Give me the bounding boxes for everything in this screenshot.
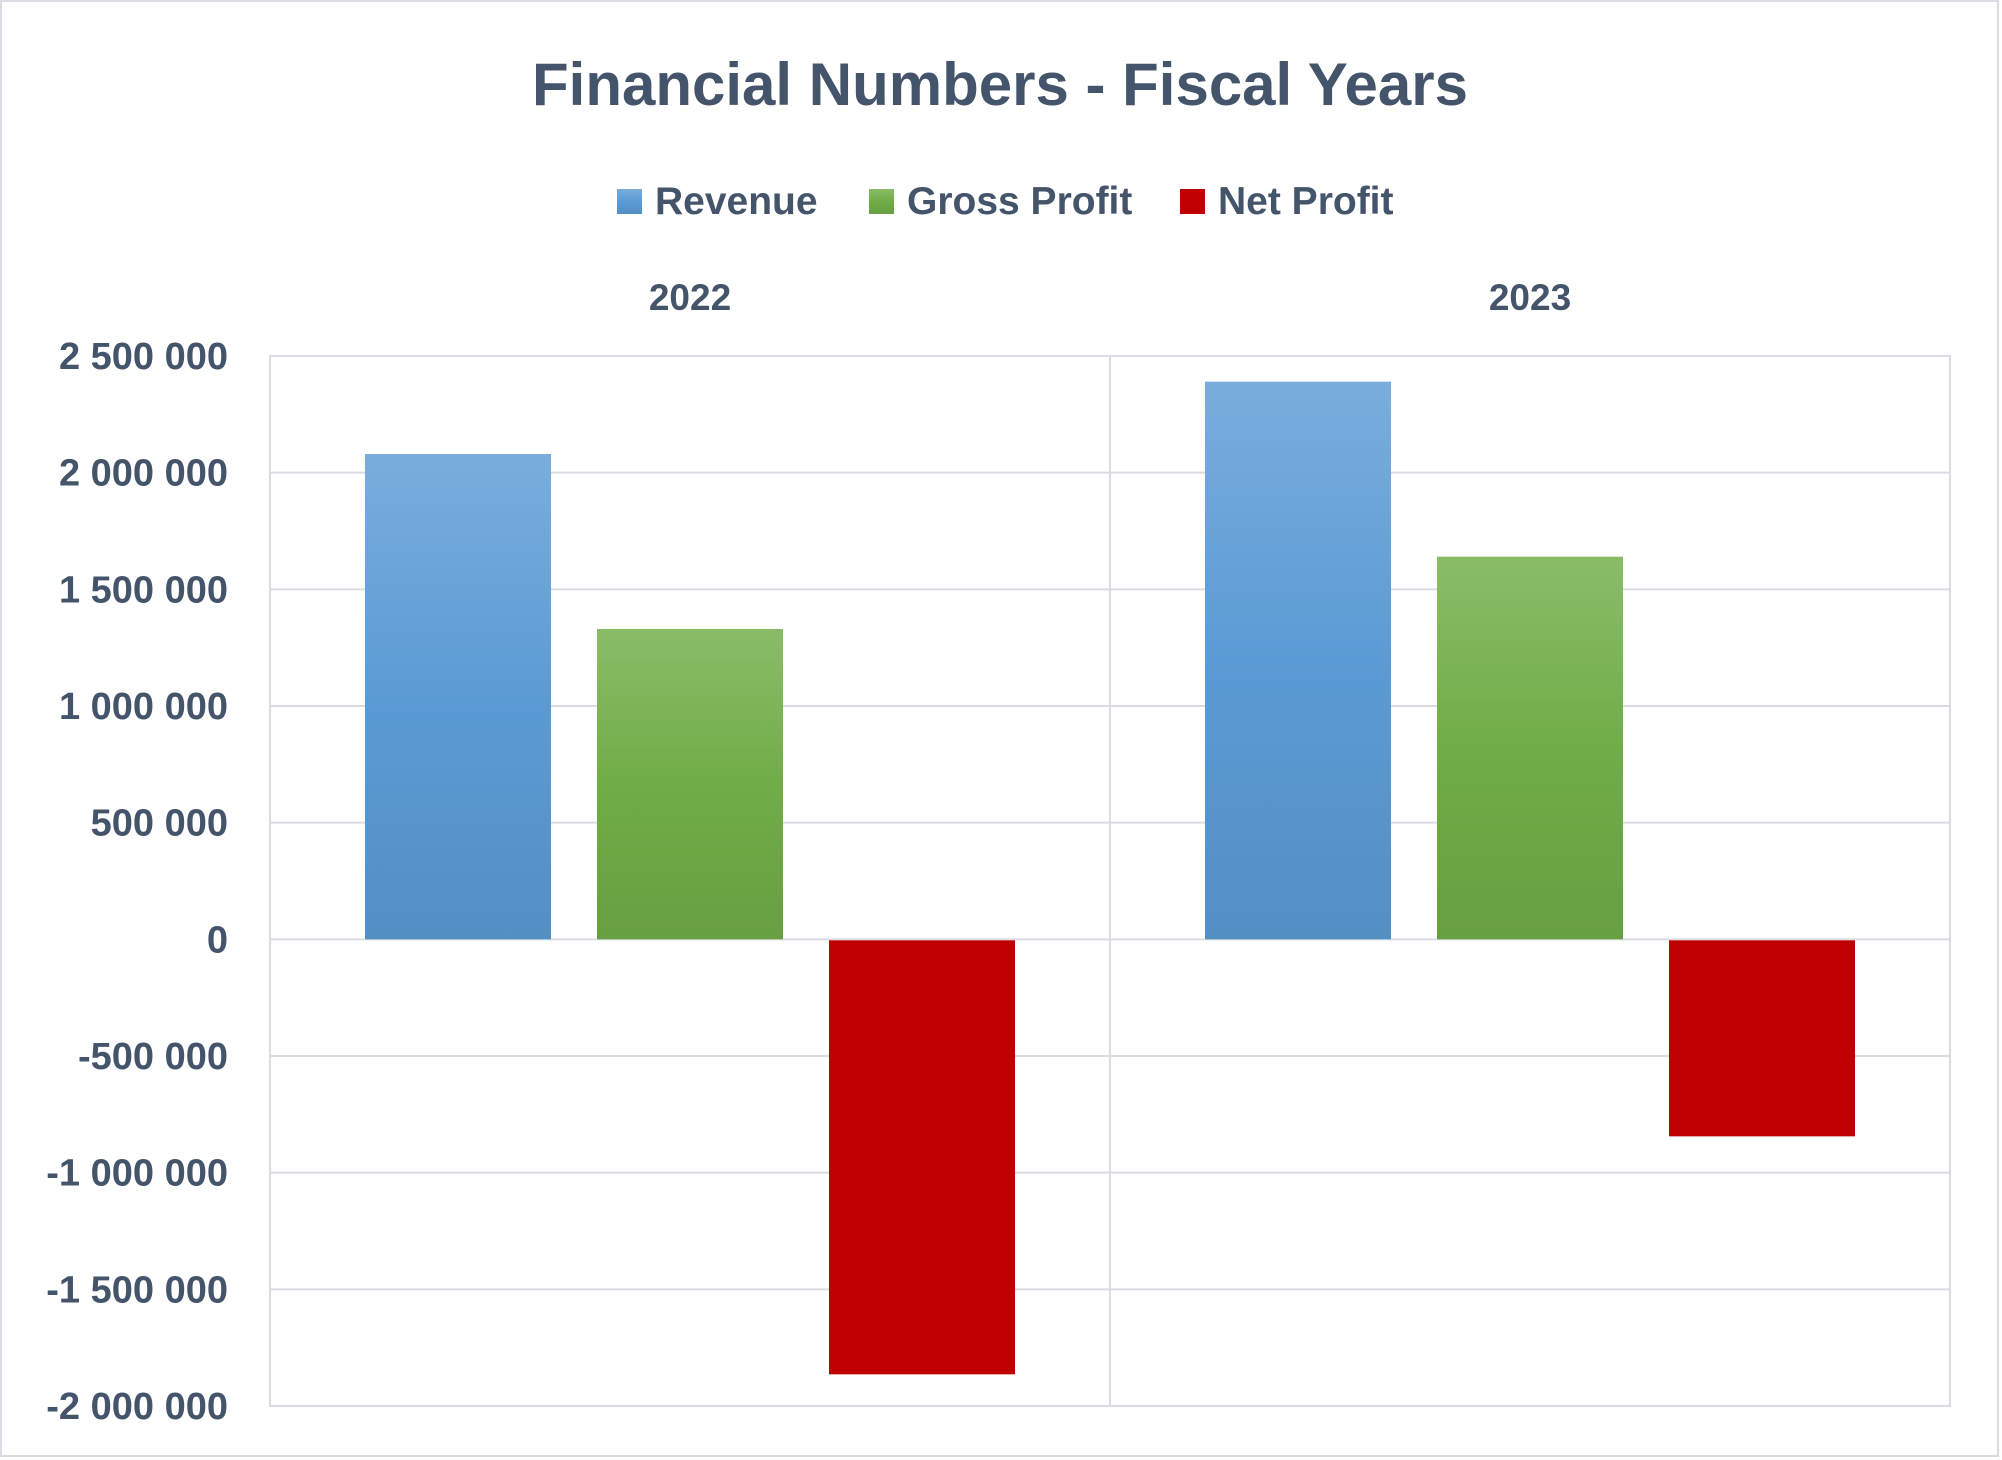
y-tick-label: -500 000: [78, 1036, 228, 1078]
category-label-2022: 2022: [649, 277, 731, 318]
legend-swatch-net-profit: [1180, 189, 1205, 214]
y-tick-label: 2 500 000: [59, 336, 228, 378]
y-tick-label: 1 500 000: [59, 569, 228, 611]
category-labels: 2022 2023: [649, 277, 1571, 318]
y-tick-label: -1 000 000: [46, 1153, 228, 1195]
legend-label-revenue: Revenue: [655, 180, 818, 223]
y-tick-label: 1 000 000: [59, 686, 228, 728]
y-tick-label: 0: [207, 919, 228, 961]
y-tick-label: 2 000 000: [59, 453, 228, 495]
plot-area: [269, 355, 1951, 1407]
bar-revenue-2022: [365, 454, 551, 940]
category-label-2023: 2023: [1489, 277, 1571, 318]
legend-swatch-gross-profit: [869, 189, 894, 214]
bar-net-profit-2023: [1669, 940, 1855, 1137]
legend-swatch-revenue: [617, 189, 642, 214]
y-tick-label: -1 500 000: [46, 1269, 228, 1311]
bar-net-profit-2022: [829, 940, 1015, 1375]
bar-gross-profit-2023: [1437, 556, 1623, 940]
y-tick-label: 500 000: [91, 803, 228, 845]
legend-label-gross-profit: Gross Profit: [907, 180, 1132, 223]
y-axis: 2 500 000 2 000 000 1 500 000 1 000 000 500 …: [46, 336, 228, 1428]
bar-gross-profit-2022: [597, 629, 783, 940]
bar-revenue-2023: [1205, 381, 1391, 940]
legend-label-net-profit: Net Profit: [1218, 180, 1394, 223]
chart-title: Financial Numbers - Fiscal Years: [532, 51, 1468, 118]
legend: Revenue Gross Profit Net Profit: [617, 180, 1394, 223]
y-tick-label: -2 000 000: [46, 1386, 228, 1428]
